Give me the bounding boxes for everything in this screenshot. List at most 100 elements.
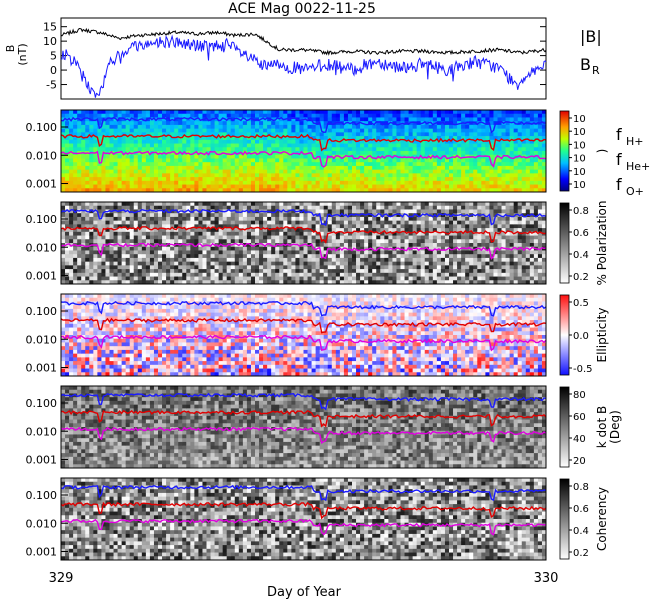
heatmap-cell xyxy=(166,147,171,152)
heatmap-cell xyxy=(101,220,106,225)
heatmap-cell xyxy=(481,205,486,210)
heatmap-cell xyxy=(461,228,466,233)
heatmap-cell xyxy=(149,216,155,222)
heatmap-cell xyxy=(473,261,478,266)
heatmap-cell xyxy=(113,250,118,255)
heatmap-cell xyxy=(198,235,203,240)
heatmap-cell xyxy=(129,136,135,141)
heatmap-cell xyxy=(117,113,123,118)
heatmap-cell xyxy=(105,143,110,148)
heatmap-cell xyxy=(380,235,385,240)
heatmap-cell xyxy=(331,216,337,222)
heatmap-cell xyxy=(174,165,179,171)
heatmap-cell xyxy=(420,276,426,281)
heatmap-cell xyxy=(364,177,369,182)
heatmap-cell xyxy=(428,246,434,251)
heatmap-cell xyxy=(141,202,147,207)
heatmap-cell xyxy=(416,147,422,152)
heatmap-cell xyxy=(206,113,211,118)
heatmap-cell xyxy=(360,202,365,207)
heatmap-cell xyxy=(178,147,183,152)
heatmap-cell xyxy=(178,280,183,285)
heatmap-cell xyxy=(461,128,466,133)
heatmap-cell xyxy=(101,158,106,163)
heatmap-cell xyxy=(392,147,397,152)
heatmap-cell xyxy=(81,147,86,152)
heatmap-cell xyxy=(69,209,74,214)
heatmap-cell xyxy=(77,213,82,218)
heatmap-cell xyxy=(440,243,446,248)
heatmap-cell xyxy=(453,205,458,210)
heatmap-cell xyxy=(166,254,171,259)
heatmap-cell xyxy=(319,265,325,270)
heatmap-cell xyxy=(230,280,236,285)
heatmap-cell xyxy=(424,209,430,214)
heatmap-cell xyxy=(105,113,110,118)
y-tick-label: 15 xyxy=(43,21,57,34)
heatmap-cell xyxy=(77,139,82,144)
heatmap-cell xyxy=(109,117,114,122)
heatmap-cell xyxy=(109,188,114,193)
heatmap-cell xyxy=(250,269,256,274)
heatmap-cell xyxy=(287,184,292,189)
heatmap-cell xyxy=(170,209,175,214)
heatmap-cell xyxy=(137,250,143,255)
heatmap-cell xyxy=(166,132,171,137)
heatmap-cell xyxy=(145,243,151,248)
heatmap-cell xyxy=(234,261,240,266)
heatmap-cell xyxy=(97,276,102,281)
heatmap-cell xyxy=(384,177,389,182)
heatmap-cell xyxy=(436,213,442,218)
heatmap-cell xyxy=(283,254,288,259)
heatmap-cell xyxy=(339,128,345,133)
heatmap-cell xyxy=(376,162,381,167)
heatmap-cell xyxy=(533,139,539,144)
heatmap-cell xyxy=(533,110,539,115)
heatmap-cell xyxy=(137,151,143,156)
heatmap-cell xyxy=(230,224,236,229)
heatmap-cell xyxy=(400,220,405,225)
heatmap-cell xyxy=(279,257,284,263)
heatmap-cell xyxy=(396,224,401,229)
heatmap-cell xyxy=(384,280,389,285)
heatmap-cell xyxy=(352,188,357,193)
heatmap-cell xyxy=(416,235,422,240)
heatmap-cell xyxy=(61,188,66,193)
heatmap-cell xyxy=(89,257,94,263)
heatmap-cell xyxy=(250,235,256,240)
heatmap-cell xyxy=(246,128,252,133)
heatmap-cell xyxy=(145,216,151,222)
heatmap-cell xyxy=(533,128,539,133)
heatmap-cell xyxy=(89,165,94,171)
heatmap-cell xyxy=(174,243,179,248)
heatmap-cell xyxy=(380,261,385,266)
heatmap-cell xyxy=(335,231,341,236)
heatmap-cell xyxy=(384,188,389,193)
heatmap-cell xyxy=(105,235,110,240)
heatmap-cell xyxy=(226,151,232,156)
heatmap-cell xyxy=(214,184,220,189)
heatmap-cell xyxy=(537,158,543,163)
heatmap-cell xyxy=(424,235,430,240)
heatmap-cell xyxy=(436,177,442,182)
heatmap-cell xyxy=(327,209,333,214)
heatmap-cell xyxy=(153,173,159,178)
heatmap-cell xyxy=(505,110,511,115)
heatmap-cell xyxy=(275,205,280,210)
heatmap-cell xyxy=(85,216,90,222)
heatmap-cell xyxy=(392,151,397,156)
heatmap-cell xyxy=(428,224,434,229)
heatmap-cell xyxy=(117,246,123,251)
heatmap-cell xyxy=(400,132,405,137)
heatmap-cell xyxy=(420,162,426,167)
heatmap-cell xyxy=(73,162,78,167)
heatmap-cell xyxy=(145,280,151,285)
heatmap-cell xyxy=(194,269,199,274)
heatmap-cell xyxy=(457,162,462,167)
heatmap-cell xyxy=(384,173,389,178)
heatmap-cell xyxy=(489,151,494,156)
heatmap-cell xyxy=(396,165,401,171)
heatmap-cell xyxy=(505,121,511,126)
heatmap-cell xyxy=(473,165,478,171)
heatmap-cell xyxy=(481,235,486,240)
